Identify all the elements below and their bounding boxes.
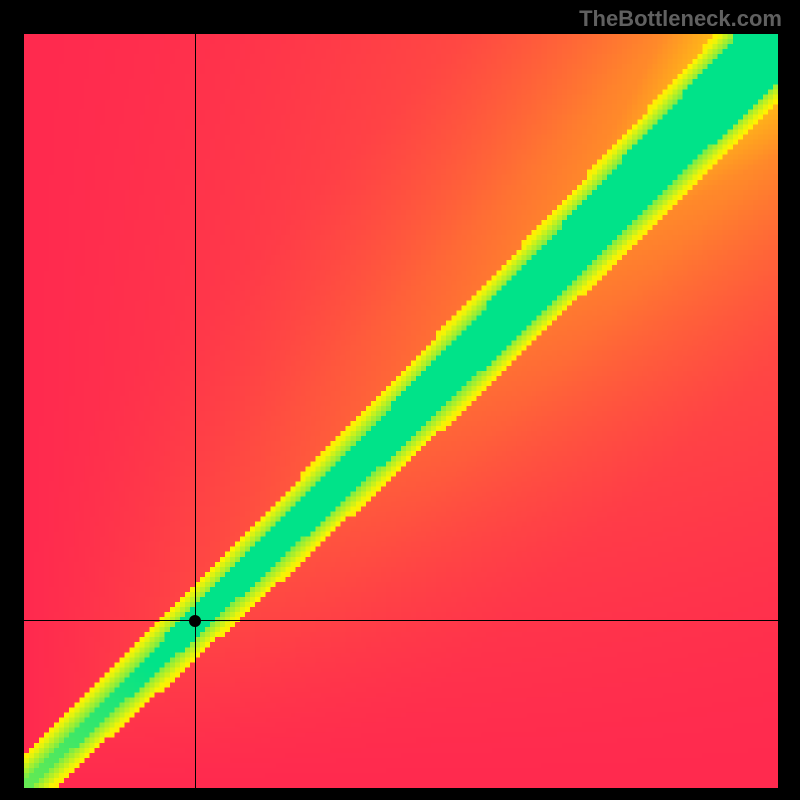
heatmap-canvas (24, 34, 778, 788)
data-point (189, 615, 201, 627)
crosshair-horizontal (24, 620, 778, 621)
crosshair-vertical (195, 34, 196, 788)
watermark: TheBottleneck.com (579, 6, 782, 32)
heatmap-plot (24, 34, 778, 788)
